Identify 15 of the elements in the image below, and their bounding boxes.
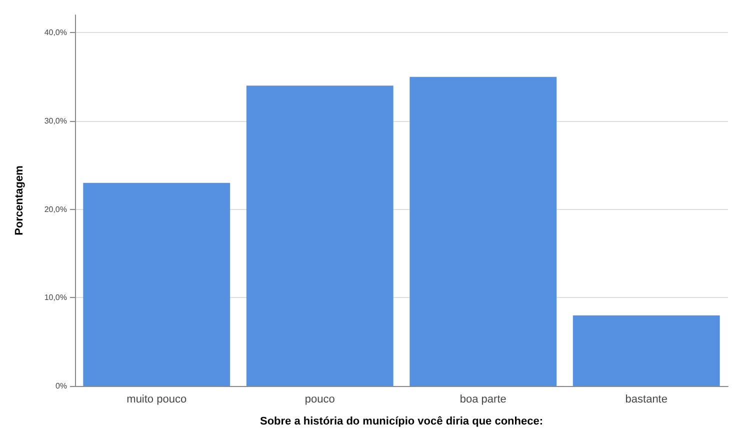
y-axis-title: Porcentagem [14, 165, 26, 236]
bar [410, 76, 557, 386]
y-tick-label: 0% [55, 382, 67, 390]
bar [83, 182, 230, 386]
x-axis-title: Sobre a história do município você diria que conhece: [260, 416, 544, 428]
x-tick-label: muito pouco [126, 394, 187, 406]
y-tick-label: 30,0% [44, 116, 67, 126]
y-tick-label: 10,0% [44, 293, 67, 302]
x-tick-label: pouco [304, 394, 335, 406]
bar [572, 315, 720, 386]
y-tick-label: 20,0% [44, 204, 67, 214]
x-tick-label: bastante [625, 394, 668, 406]
y-tick-label: 40,0% [44, 28, 67, 38]
x-tick-label: boa parte [460, 394, 506, 406]
bar [246, 86, 394, 386]
